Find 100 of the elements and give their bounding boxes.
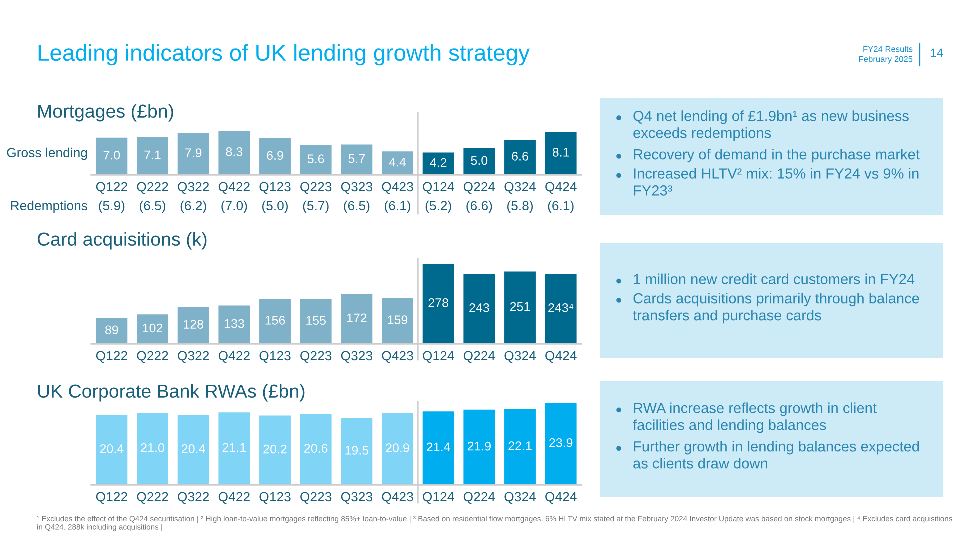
x-tick-label: Q224 — [464, 182, 496, 194]
x-tick-label: Q122 — [96, 182, 128, 194]
x-tick-label: Q123 — [260, 351, 291, 363]
text: (5.2) — [426, 200, 452, 214]
text: (5.0) — [262, 200, 288, 214]
x-tick-label: Q422 — [218, 351, 250, 363]
text: 1 million new credit card customers in FY24 — [634, 274, 915, 285]
x-tick-label: Q324 — [504, 182, 536, 194]
bar — [422, 152, 454, 175]
data-label: 7.9 — [186, 148, 202, 158]
chart-title: Card acquisitions (k) — [38, 232, 207, 250]
bar — [382, 298, 414, 344]
data-label: 89 — [106, 326, 118, 335]
x-tick-label: Q124 — [423, 492, 454, 504]
x-tick-label: Q122 — [96, 351, 128, 363]
data-label: 19.5 — [346, 446, 369, 455]
bar — [300, 145, 332, 175]
data-label: 155 — [306, 316, 326, 326]
data-label: 4.4 — [389, 158, 406, 167]
text: Leading indicators of UK lending growth strategy — [38, 44, 530, 66]
bar — [545, 403, 577, 485]
x-tick-label: Q424 — [546, 351, 577, 363]
x-tick-label: Q323 — [341, 492, 372, 504]
x-tick-label: Q324 — [504, 492, 536, 504]
x-tick-label: Q223 — [300, 182, 332, 194]
data-label: 251 — [510, 302, 530, 312]
bar — [96, 415, 128, 485]
x-tick-label: Q123 — [260, 182, 291, 194]
bar — [341, 418, 373, 485]
bar — [96, 138, 128, 175]
data-label: 156 — [266, 316, 286, 325]
x-tick-label: Q222 — [137, 182, 168, 194]
data-label: 6.6 — [512, 152, 528, 161]
text: FY24 Results — [864, 46, 913, 52]
x-tick-label: Q424 — [546, 182, 577, 194]
y-axis-title: Gross lending — [7, 148, 88, 160]
data-label: 8.3 — [226, 148, 243, 156]
text: Further growth in lending balances expected as clients draw down — [634, 441, 920, 469]
x-tick-label: Q223 — [300, 492, 332, 504]
chart-title: Mortgages (£bn) — [38, 104, 174, 122]
x-tick-label: Q322 — [178, 182, 210, 194]
data-label: 23.9 — [550, 438, 573, 448]
bar — [341, 144, 373, 175]
x-tick-label: Q422 — [218, 492, 250, 504]
x-tick-label: Q224 — [464, 351, 496, 363]
data-label: 7.1 — [144, 150, 161, 160]
text: February 2025 — [859, 56, 913, 64]
text: (6.1) — [385, 200, 410, 214]
bar — [341, 294, 373, 344]
x-tick-label: Q423 — [382, 351, 414, 363]
bar — [464, 274, 496, 344]
data-label: 21.9 — [468, 442, 491, 451]
x-tick-label: Q424 — [546, 492, 577, 504]
bar — [545, 132, 577, 175]
text: (5.9) — [99, 200, 125, 214]
data-label: 8.1 — [552, 148, 570, 157]
data-label: 20.4 — [100, 444, 124, 454]
x-tick-label: Q323 — [341, 351, 372, 363]
x-tick-label: Q422 — [218, 182, 250, 194]
bar — [504, 140, 536, 175]
x-tick-label: Q222 — [137, 351, 168, 363]
bar — [218, 306, 250, 344]
bar — [178, 415, 210, 485]
bar — [504, 272, 536, 344]
bar — [178, 307, 210, 344]
text: Q4 net lending of £1.9bn¹ as new business exceeds redemptions — [634, 110, 909, 142]
x-tick-label: Q124 — [423, 351, 454, 363]
text: (5.8) — [508, 200, 533, 214]
bar — [137, 314, 168, 344]
data-label: 20.6 — [304, 444, 328, 454]
text: Redemptions — [11, 200, 88, 214]
data-label: 172 — [347, 314, 367, 322]
x-tick-label: Q122 — [96, 492, 128, 504]
x-tick-label: Q124 — [423, 182, 454, 194]
text: Increased HLTV² mix: 15% in FY24 vs 9% in FY23³ — [634, 168, 919, 196]
data-label: 243 — [470, 304, 490, 312]
data-label: 22.1 — [508, 442, 532, 450]
chart-title: UK Corporate Bank RWAs (£bn) — [38, 384, 305, 402]
data-label: 21.1 — [222, 443, 246, 452]
data-label: 20.2 — [264, 444, 287, 454]
bar — [96, 318, 128, 344]
bar — [504, 409, 536, 485]
x-tick-label: Q423 — [382, 182, 414, 194]
bar — [137, 412, 168, 485]
text: (7.0) — [222, 200, 248, 214]
text: Recovery of demand in the purchase market — [634, 149, 920, 163]
x-tick-label: Q324 — [504, 351, 536, 363]
bar — [260, 416, 291, 485]
bar — [300, 299, 332, 344]
text: RWA increase reflects growth in client facilities and lending balances — [633, 402, 877, 434]
x-tick-label: Q222 — [137, 492, 168, 504]
bar — [218, 412, 250, 485]
text: (6.6) — [466, 200, 492, 214]
text: (6.1) — [548, 200, 574, 214]
x-tick-label: Q322 — [178, 492, 210, 504]
bar — [178, 133, 210, 175]
bar — [137, 137, 168, 175]
data-label: 7.0 — [104, 150, 120, 160]
data-label: 6.9 — [267, 151, 284, 160]
bar — [464, 148, 496, 175]
